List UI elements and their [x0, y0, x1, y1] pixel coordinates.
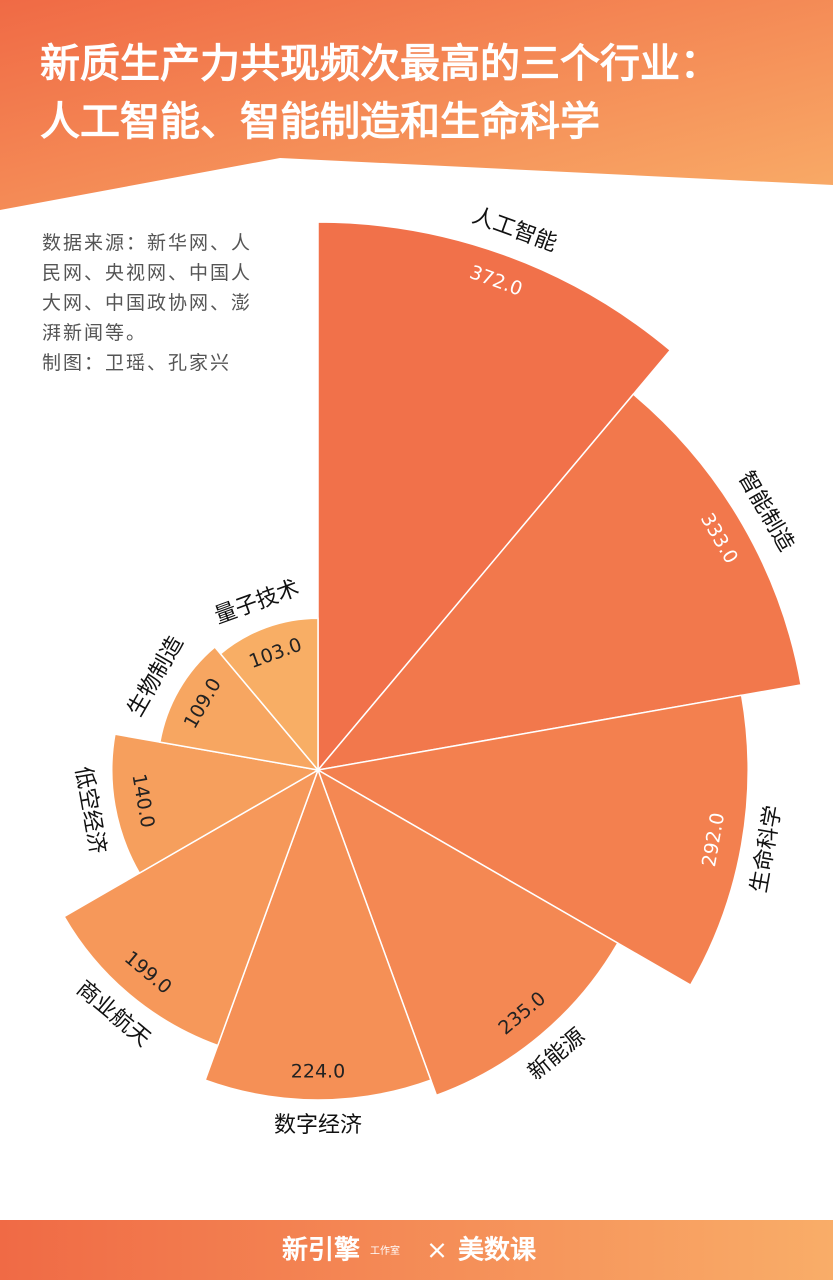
category-label: 生命科学 — [747, 804, 787, 895]
rose-sector — [316, 768, 619, 1097]
footer-band — [0, 1220, 833, 1280]
rose-sector — [315, 694, 749, 987]
credit-note: 制图：卫瑶、孔家兴 — [42, 352, 232, 374]
title: 人工智能、智能制造和生命科学 — [40, 99, 600, 145]
footer-separator: × — [426, 1236, 448, 1266]
footer-brand: 美数课 — [458, 1235, 537, 1266]
rose-sector — [316, 393, 802, 772]
footer-brand-sub: 工作室 — [370, 1244, 400, 1257]
rose-sector — [204, 767, 432, 1101]
category-label: 数字经济 — [274, 1113, 362, 1138]
title: 新质生产力共现频次最高的三个行业： — [40, 41, 720, 87]
footer-brand: 新引擎 — [282, 1235, 360, 1266]
value-label: 224.0 — [291, 1060, 345, 1082]
rose-sector — [63, 768, 320, 1047]
rose-sector — [111, 733, 321, 875]
category-label: 低空经济 — [70, 765, 110, 856]
header-band — [0, 0, 833, 210]
rose-sector — [219, 617, 319, 773]
rose-sector — [159, 645, 320, 772]
source-note: 数据来源：新华网、人民网、央视网、中国人大网、中国政协网、澎湃新闻等。 — [42, 232, 253, 344]
rose-sector — [317, 221, 672, 773]
